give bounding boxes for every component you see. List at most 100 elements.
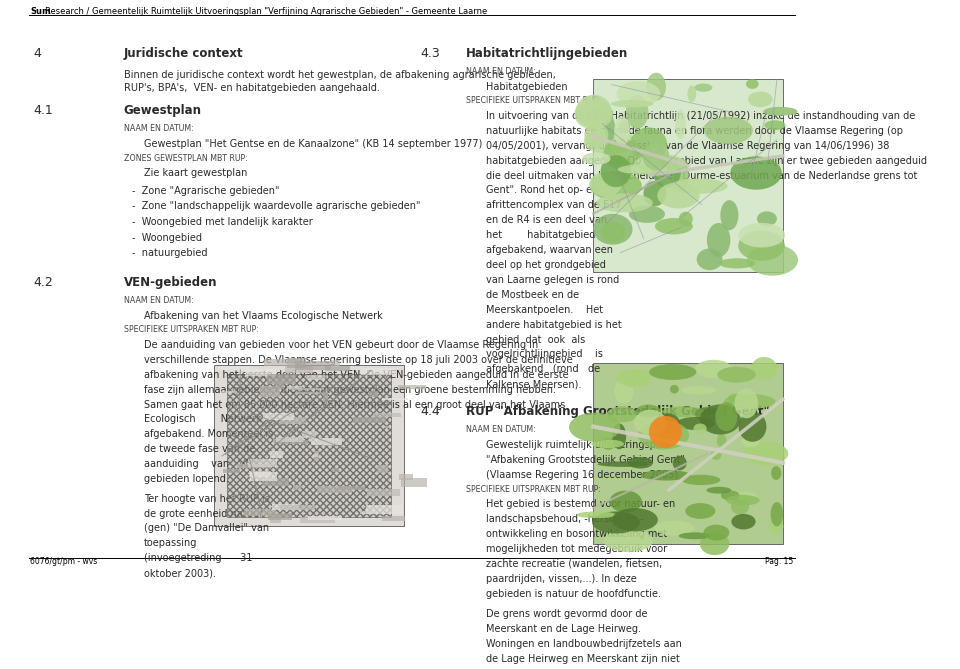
Text: afbakening van het eerste deel van het VEN. De VEN-gebieden aangeduid in de eers: afbakening van het eerste deel van het V…	[144, 370, 569, 380]
Ellipse shape	[569, 413, 620, 442]
Text: natuurlijke habitats en de wilde fauna en flora werden door de Vlaamse Regering : natuurlijke habitats en de wilde fauna e…	[486, 126, 903, 136]
Bar	[352, 417, 386, 423]
Ellipse shape	[771, 466, 781, 480]
Ellipse shape	[682, 386, 716, 395]
Text: (Vlaamse Regering 16 december 2005): (Vlaamse Regering 16 december 2005)	[486, 470, 679, 480]
Ellipse shape	[610, 490, 642, 512]
Bar	[385, 425, 389, 428]
Text: van Laarne gelegen is rond: van Laarne gelegen is rond	[486, 275, 619, 285]
Text: In uitvoering van de EEG-Habitatrichtlijn (21/05/1992) inzake de instandhouding : In uitvoering van de EEG-Habitatrichtlij…	[486, 111, 916, 121]
Ellipse shape	[734, 388, 758, 418]
Text: afgebakend, waarvan een: afgebakend, waarvan een	[486, 245, 613, 255]
Ellipse shape	[674, 158, 688, 191]
Ellipse shape	[601, 155, 631, 187]
Text: 4.3: 4.3	[420, 47, 440, 60]
Text: landschapsbehoud, -herstel en -: landschapsbehoud, -herstel en -	[486, 514, 644, 524]
Bar	[274, 439, 296, 442]
Ellipse shape	[719, 258, 756, 268]
Ellipse shape	[707, 223, 731, 257]
Ellipse shape	[724, 394, 776, 409]
Text: VEN-gebieden: VEN-gebieden	[124, 276, 217, 289]
Ellipse shape	[612, 423, 626, 450]
Ellipse shape	[643, 142, 669, 171]
Bar	[331, 361, 340, 367]
Ellipse shape	[643, 181, 666, 206]
Text: Woningen en landbouwbedrijfzetels aan: Woningen en landbouwbedrijfzetels aan	[486, 639, 682, 649]
Text: die deel uitmaken van het "Schelde- en Durme-estuarium van de Nederlandse grens : die deel uitmaken van het "Schelde- en D…	[486, 171, 918, 181]
Text: zachte recreatie (wandelen, fietsen,: zachte recreatie (wandelen, fietsen,	[486, 559, 662, 569]
Ellipse shape	[710, 450, 722, 460]
Bar	[382, 398, 408, 400]
Bar	[323, 391, 328, 402]
Text: 4.4: 4.4	[420, 405, 440, 417]
Bar	[377, 465, 388, 473]
Ellipse shape	[635, 409, 666, 435]
Text: 4.1: 4.1	[33, 104, 53, 117]
Ellipse shape	[589, 171, 642, 200]
Text: en de R4 is een deel van: en de R4 is een deel van	[486, 215, 608, 225]
Ellipse shape	[746, 79, 758, 89]
Text: Binnen de juridische context wordt het gewestplan, de afbakening agrarische gebi: Binnen de juridische context wordt het g…	[124, 70, 556, 93]
Ellipse shape	[596, 193, 653, 213]
Ellipse shape	[769, 519, 783, 534]
Bar	[311, 438, 342, 445]
Bar	[287, 359, 306, 368]
Ellipse shape	[603, 138, 639, 169]
Bar	[274, 440, 308, 444]
Ellipse shape	[662, 406, 704, 417]
Bar	[361, 368, 395, 375]
Bar	[314, 451, 320, 462]
Ellipse shape	[630, 127, 667, 161]
Text: NAAM EN DATUM:: NAAM EN DATUM:	[466, 67, 536, 76]
Ellipse shape	[574, 99, 613, 129]
Ellipse shape	[741, 436, 759, 448]
Ellipse shape	[700, 404, 741, 435]
Ellipse shape	[771, 502, 783, 527]
Ellipse shape	[726, 495, 759, 506]
Bar	[250, 472, 277, 481]
Text: verschillende stappen. De Vlaamse regering besliste op 18 juli 2003 over de defi: verschillende stappen. De Vlaamse regeri…	[144, 355, 573, 365]
Text: 04/05/2001), vervangt de beslissing van de Vlaamse Regering van 14/06/1996) 38: 04/05/2001), vervangt de beslissing van …	[486, 140, 890, 151]
Text: Gewestelijk ruimtelijk uitvoeringsplan: Gewestelijk ruimtelijk uitvoeringsplan	[486, 440, 671, 450]
Text: NAAM EN DATUM:: NAAM EN DATUM:	[466, 425, 536, 434]
Ellipse shape	[695, 407, 722, 421]
Ellipse shape	[715, 402, 737, 432]
Ellipse shape	[618, 165, 668, 175]
Ellipse shape	[670, 385, 679, 393]
Text: Ecologisch        Netwerk: Ecologisch Netwerk	[144, 415, 262, 424]
Ellipse shape	[646, 73, 666, 101]
Bar	[295, 393, 327, 394]
Text: gebieden is natuur de hoofdfunctie.: gebieden is natuur de hoofdfunctie.	[486, 589, 661, 599]
Ellipse shape	[593, 214, 633, 245]
Ellipse shape	[673, 456, 686, 470]
Text: Habitatrichtlijngebieden: Habitatrichtlijngebieden	[466, 47, 628, 60]
Bar	[271, 451, 283, 458]
Ellipse shape	[655, 520, 694, 536]
Ellipse shape	[611, 100, 654, 108]
Text: ZONES GEWESTPLAN MBT RUP:: ZONES GEWESTPLAN MBT RUP:	[124, 154, 248, 163]
Bar	[398, 385, 426, 389]
Text: habitatgebieden aangeduid. Op grondgebied van Laarne zijn er twee gebieden aange: habitatgebieden aangeduid. Op grondgebie…	[486, 156, 927, 166]
Bar	[249, 471, 271, 477]
Bar	[270, 515, 280, 523]
Ellipse shape	[636, 405, 660, 417]
Text: mogelijkheden tot medegebruik voor: mogelijkheden tot medegebruik voor	[486, 544, 667, 554]
Text: De aanduiding van gebieden voor het VEN gebeurt door de Vlaamse Regering in: De aanduiding van gebieden voor het VEN …	[144, 340, 539, 350]
Ellipse shape	[721, 490, 739, 500]
Text: Kalkense Meersen).: Kalkense Meersen).	[486, 379, 582, 389]
Ellipse shape	[704, 116, 753, 145]
Ellipse shape	[751, 357, 778, 380]
Text: vogelrichtlijngebied    is: vogelrichtlijngebied is	[486, 349, 603, 359]
Bar	[367, 505, 403, 514]
Text: (invoegetreding      31: (invoegetreding 31	[144, 553, 252, 563]
Text: oktober 2003).: oktober 2003).	[144, 568, 216, 578]
Bar	[308, 516, 342, 520]
Text: 4.2: 4.2	[33, 276, 53, 289]
Text: Ter hoogte van het RUP is: Ter hoogte van het RUP is	[144, 494, 270, 504]
Text: Afbakening van het Vlaams Ecologische Netwerk: Afbakening van het Vlaams Ecologische Ne…	[144, 310, 383, 320]
Bar	[325, 367, 349, 371]
Bar	[218, 366, 250, 370]
Ellipse shape	[612, 508, 658, 531]
Ellipse shape	[738, 411, 766, 442]
Text: -  Woongebied met landelijk karakter: - Woongebied met landelijk karakter	[132, 217, 313, 227]
